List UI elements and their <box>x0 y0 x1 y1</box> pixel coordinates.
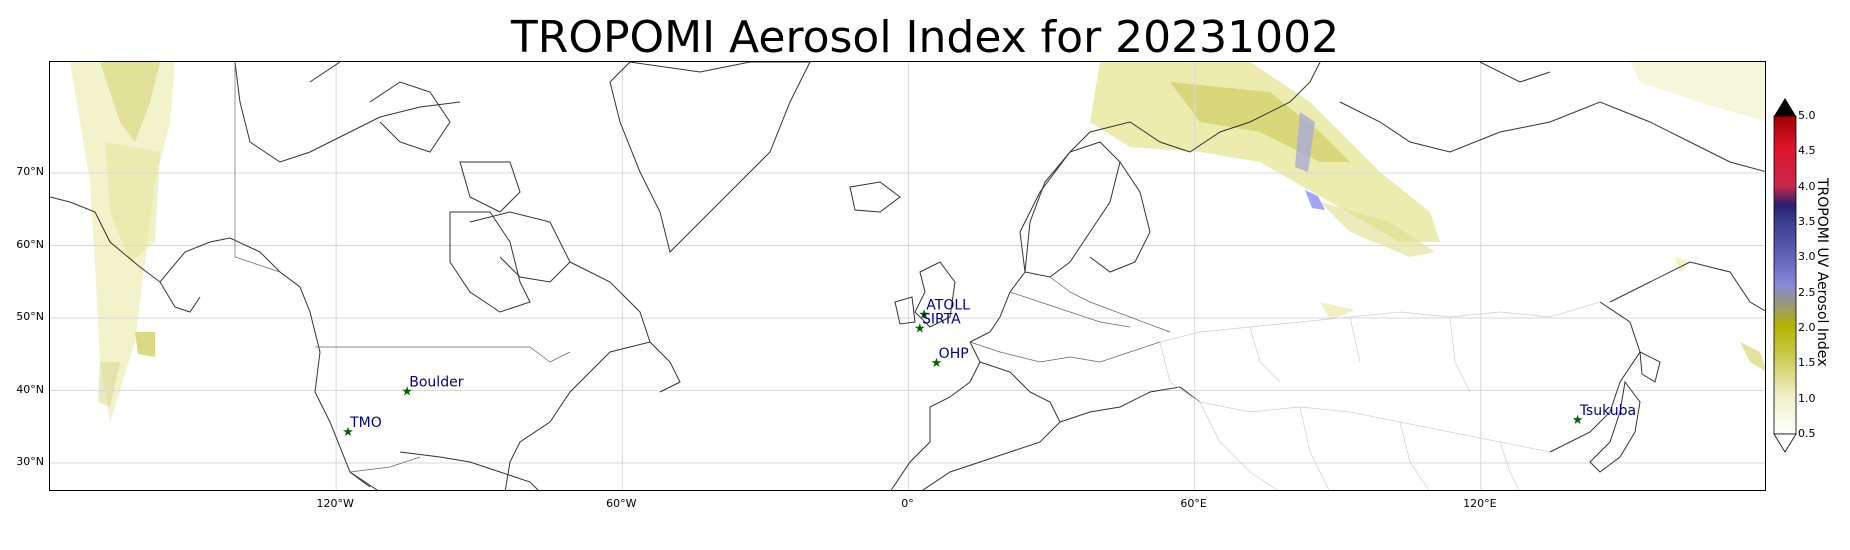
coastlines <box>50 62 1765 490</box>
lon-tick-label: 0° <box>901 497 914 510</box>
lat-tick-label: 70°N <box>16 165 44 178</box>
lat-tick-label: 60°N <box>16 237 44 251</box>
station-label: SIRTA <box>922 311 961 327</box>
station-label: ATOLL <box>926 298 970 314</box>
station-marker: ★ <box>931 356 943 371</box>
lat-tick-label: 40°N <box>16 382 44 396</box>
colorbar-tick-label: 2.5 <box>1798 285 1816 299</box>
colorbar-tick-label: 3.5 <box>1798 215 1816 228</box>
colorbar-tick-label: 1.5 <box>1798 356 1816 370</box>
colorbar-tick-label: 4.5 <box>1798 144 1816 158</box>
gridlines <box>50 62 1765 490</box>
colorbar-tick-label: 3.0 <box>1798 250 1816 264</box>
colorbar <box>1773 98 1797 453</box>
station-marker: ★ <box>401 385 413 400</box>
lon-tick-label: 120°W <box>316 497 354 510</box>
lon-tick-label: 120°E <box>1463 497 1497 510</box>
colorbar-label: TROPOMI UV Aerosol Index <box>1814 178 1830 366</box>
station-markers: ★TMO★Boulder★ATOLL★SIRTA★OHP★Tsukuba <box>342 298 1636 440</box>
station-label: OHP <box>939 346 969 362</box>
asia-borders <box>1159 301 1601 490</box>
station-label: TMO <box>349 415 382 431</box>
colorbar-label-box: TROPOMI UV Aerosol Index <box>1814 178 1830 366</box>
aerosol-field <box>70 62 1765 422</box>
station-label: Boulder <box>409 375 463 391</box>
colorbar-tick-label: 5.0 <box>1798 109 1816 122</box>
lon-tick-label: 60°E <box>1180 497 1207 510</box>
station-marker: ★ <box>342 425 354 440</box>
colorbar-tick-label: 0.5 <box>1798 427 1816 440</box>
station-marker: ★ <box>914 321 926 336</box>
lon-tick-label: 60°W <box>606 497 637 510</box>
colorbar-tick-label: 2.0 <box>1798 321 1816 334</box>
country-borders <box>234 62 1171 473</box>
colorbar-tick-label: 1.0 <box>1798 391 1816 405</box>
station-marker: ★ <box>1572 413 1584 428</box>
map-canvas: ★TMO★Boulder★ATOLL★SIRTA★OHP★Tsukuba <box>50 62 1765 490</box>
map-title: TROPOMI Aerosol Index for 20231002 <box>510 12 1340 63</box>
station-marker: ★ <box>918 308 930 323</box>
colorbar-tick-label: 4.0 <box>1798 179 1816 193</box>
colorbar-extend-max <box>1774 98 1796 116</box>
colorbar-extend-min <box>1773 433 1797 453</box>
lat-tick-label: 30°N <box>16 455 44 468</box>
colorbar-gradient <box>1773 115 1797 435</box>
lat-tick-label: 50°N <box>16 310 44 323</box>
station-label: Tsukuba <box>1579 403 1636 419</box>
map-panel: ★ TMO ★ Boulder ★ ATOLL ★ SIRTA ★ OHP ★ Tsukuba <box>49 61 1766 491</box>
